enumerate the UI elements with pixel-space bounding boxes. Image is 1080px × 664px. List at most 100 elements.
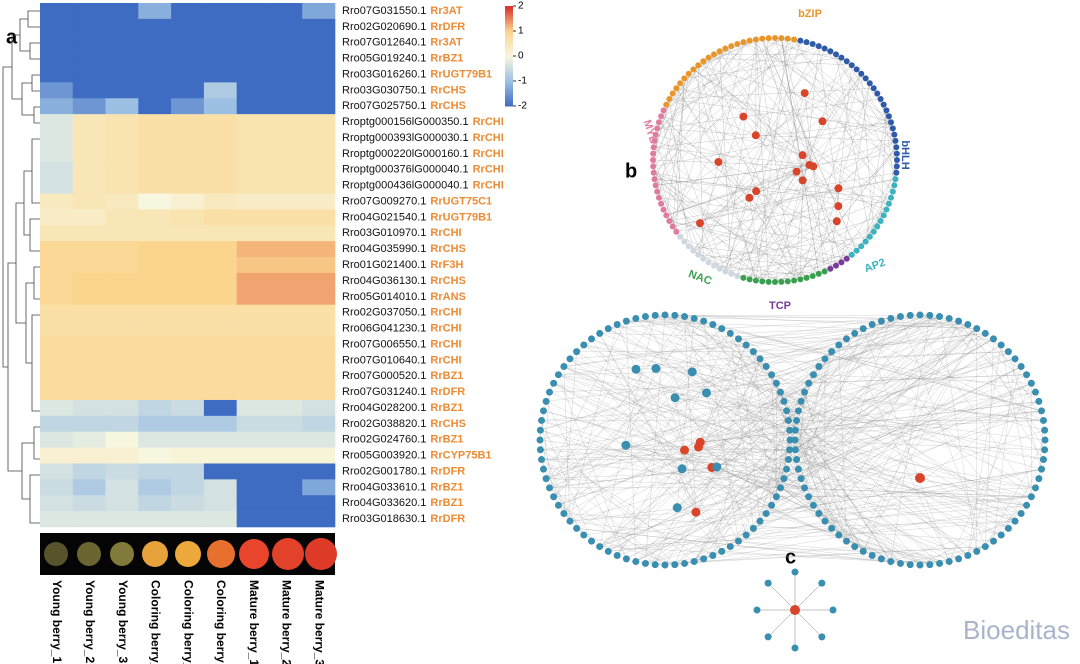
edge bbox=[669, 88, 874, 100]
node bbox=[870, 228, 877, 235]
node bbox=[705, 259, 712, 266]
edge bbox=[541, 420, 592, 542]
edge bbox=[591, 338, 790, 431]
edge bbox=[653, 122, 892, 167]
heat-cell bbox=[171, 82, 205, 99]
edge bbox=[888, 116, 895, 135]
edge bbox=[693, 65, 852, 251]
edge bbox=[774, 220, 881, 283]
edge bbox=[755, 153, 897, 281]
edge bbox=[541, 459, 666, 566]
node bbox=[681, 238, 688, 245]
edge bbox=[804, 316, 940, 488]
gene-id: Rro07G031240.1 bbox=[342, 386, 426, 398]
edge bbox=[948, 383, 1032, 562]
colorbar-step bbox=[505, 73, 513, 77]
node bbox=[1011, 517, 1019, 525]
edge bbox=[546, 442, 701, 479]
edge bbox=[767, 582, 796, 611]
edge bbox=[658, 197, 782, 282]
edge bbox=[599, 410, 787, 547]
edge bbox=[677, 401, 1039, 508]
edge bbox=[759, 344, 840, 522]
edge bbox=[774, 37, 894, 192]
edge bbox=[967, 324, 1045, 450]
node bbox=[650, 163, 657, 170]
heat-cell bbox=[269, 511, 303, 528]
heat-cell bbox=[269, 34, 303, 51]
gene-id: Rro03G030750.1 bbox=[342, 84, 426, 96]
edge bbox=[737, 275, 801, 280]
heat-cell bbox=[171, 288, 205, 305]
node bbox=[705, 54, 712, 61]
heat-cell bbox=[105, 18, 139, 36]
heat-cell bbox=[171, 415, 205, 433]
colorbar-step bbox=[505, 63, 513, 67]
heat-cell bbox=[105, 225, 139, 242]
heat-cell bbox=[40, 511, 74, 528]
node bbox=[681, 559, 689, 567]
gene-name: RrUGT79B1 bbox=[430, 211, 492, 223]
edge bbox=[798, 320, 882, 411]
edge bbox=[813, 374, 1016, 522]
edge bbox=[712, 324, 781, 488]
edge bbox=[645, 468, 1042, 564]
node bbox=[973, 325, 981, 333]
heat-cell bbox=[302, 415, 336, 433]
edge bbox=[985, 338, 994, 547]
node bbox=[818, 579, 826, 587]
edge bbox=[635, 369, 777, 497]
edge bbox=[730, 546, 864, 552]
edge bbox=[541, 401, 802, 421]
heat-cell bbox=[171, 177, 205, 194]
gene-id: Rro07G000520.1 bbox=[342, 370, 426, 382]
node bbox=[883, 107, 890, 114]
edge bbox=[774, 37, 842, 263]
gene-name: RrUGT75C1 bbox=[430, 195, 492, 207]
edge bbox=[694, 318, 789, 421]
heat-cell bbox=[72, 18, 106, 36]
heat-cell bbox=[138, 114, 172, 131]
node bbox=[887, 314, 895, 322]
edge bbox=[626, 366, 1022, 560]
heat-cell bbox=[105, 320, 139, 337]
node bbox=[858, 243, 865, 250]
edge bbox=[730, 449, 790, 547]
gene-name: RrBZ1 bbox=[430, 370, 463, 382]
edge bbox=[712, 324, 1042, 412]
edge bbox=[657, 38, 782, 129]
node bbox=[809, 40, 816, 47]
node bbox=[709, 321, 717, 329]
column-label: Coloring berry_1 bbox=[149, 580, 163, 664]
edge bbox=[674, 315, 891, 319]
edge bbox=[539, 439, 1027, 506]
node bbox=[711, 262, 717, 269]
heat-cell bbox=[171, 193, 205, 210]
edge bbox=[846, 338, 950, 562]
edge bbox=[910, 315, 940, 317]
node bbox=[793, 456, 801, 464]
heat-cell bbox=[302, 50, 336, 67]
node bbox=[862, 238, 869, 245]
heat-cell bbox=[40, 431, 74, 448]
edge bbox=[835, 54, 871, 237]
edge bbox=[655, 40, 750, 135]
edge bbox=[854, 333, 1044, 421]
node bbox=[791, 568, 799, 576]
heat-cell bbox=[40, 384, 74, 401]
heat-cell bbox=[138, 145, 172, 163]
edge bbox=[599, 383, 1032, 547]
node bbox=[726, 329, 734, 337]
heat-cell bbox=[40, 368, 74, 385]
edge bbox=[599, 534, 839, 547]
node bbox=[981, 329, 989, 337]
heat-cell bbox=[138, 225, 172, 242]
node bbox=[765, 35, 772, 42]
gene-name: RrDFR bbox=[430, 513, 465, 525]
edge bbox=[576, 468, 683, 529]
node bbox=[874, 223, 881, 230]
node bbox=[768, 371, 776, 379]
node bbox=[768, 501, 776, 509]
heat-cell bbox=[40, 479, 74, 496]
hub-node bbox=[712, 462, 722, 472]
